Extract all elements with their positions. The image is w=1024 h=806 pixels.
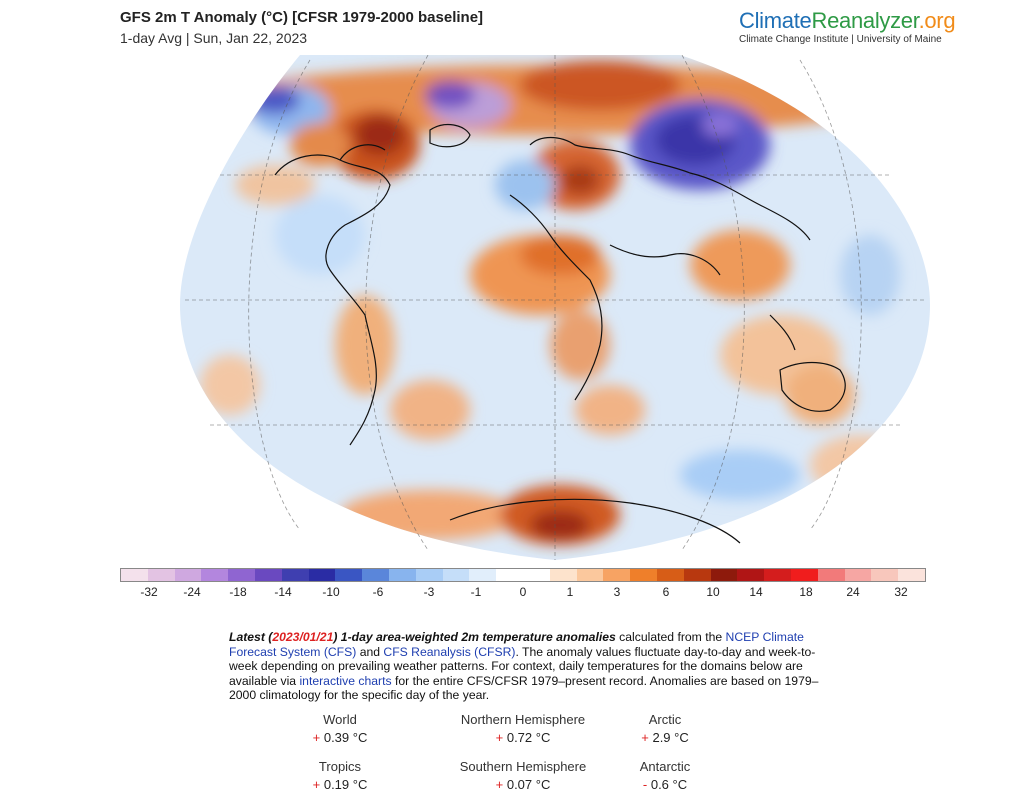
brand-tagline: Climate Change Institute | University of… — [739, 34, 942, 45]
stat-southern-hemisphere: Southern Hemisphere + 0.07 °C — [433, 759, 613, 792]
colorbar-swatch — [764, 569, 791, 581]
colorbar-swatch — [415, 569, 443, 581]
colorbar-swatch — [362, 569, 389, 581]
description-paragraph: Latest (2023/01/21) 1-day area-weighted … — [229, 630, 829, 703]
latest-prefix: Latest ( — [229, 630, 273, 644]
colorbar-tick-label: -24 — [183, 585, 201, 599]
colorbar-tick-label: 24 — [846, 585, 860, 599]
stat-label: Arctic — [648, 712, 682, 727]
stat-label: Southern Hemisphere — [459, 759, 587, 774]
colorbar-swatch — [442, 569, 470, 581]
colorbar-swatch — [898, 569, 925, 581]
colorbar-swatch — [469, 569, 497, 581]
stat-sign: + — [312, 777, 321, 792]
colorbar-swatch — [335, 569, 363, 581]
colorbar-swatch — [576, 569, 604, 581]
colorbar-swatch — [871, 569, 899, 581]
colorbar-swatch — [630, 569, 657, 581]
stat-label: Antarctic — [639, 759, 691, 774]
colorbar-tick-label: 0 — [519, 585, 527, 599]
latest-date: 2023/01/21 — [272, 630, 334, 644]
colorbar-swatch — [228, 569, 255, 581]
stat-arctic: Arctic + 2.9 °C — [575, 712, 755, 745]
stat-value: + 0.07 °C — [495, 777, 551, 792]
colorbar-tick-label: 32 — [894, 585, 908, 599]
stat-label: World — [323, 712, 357, 727]
colorbar-tick-label: 18 — [799, 585, 813, 599]
colorbar-swatch — [496, 569, 523, 581]
colorbar-tick-label: -32 — [140, 585, 158, 599]
colorbar-swatch — [308, 569, 336, 581]
stat-antarctic: Antarctic - 0.6 °C — [575, 759, 755, 792]
description-text-2: and — [356, 644, 384, 659]
stat-value: + 0.39 °C — [312, 730, 368, 745]
colorbar-swatch — [388, 569, 416, 581]
description-text-4: for the entire CFS/CFSR 1979–present rec… — [229, 673, 819, 703]
colorbar-tick-label: -14 — [274, 585, 292, 599]
link-ncep-cfs[interactable]: NCEP Climate Forecast System (CFS) — [229, 630, 804, 659]
stat-northern-hemisphere: Northern Hemisphere + 0.72 °C — [433, 712, 613, 745]
stat-sign: + — [495, 730, 504, 745]
stat-world: World + 0.39 °C — [250, 712, 430, 745]
stat-value: + 2.9 °C — [641, 730, 689, 745]
brand-part-climate: Climate — [739, 8, 812, 33]
colorbar-tick-label: -1 — [470, 585, 482, 599]
brand-part-reanalyzer: Reanalyzer — [811, 8, 919, 33]
colorbar-tick-label: 1 — [566, 585, 574, 599]
brand-part-org: .org — [918, 8, 956, 33]
colorbar-tick-label: 14 — [749, 585, 763, 599]
domain-stats: World + 0.39 °C Northern Hemisphere + 0.… — [280, 712, 800, 802]
stat-value: + 0.72 °C — [495, 730, 551, 745]
stat-value: - 0.6 °C — [642, 777, 688, 792]
stat-tropics: Tropics + 0.19 °C — [250, 759, 430, 792]
stat-sign: + — [495, 777, 504, 792]
stat-label: Northern Hemisphere — [460, 712, 586, 727]
colorbar-tick-label: 3 — [613, 585, 621, 599]
colorbar-swatch — [549, 569, 577, 581]
stat-label: Tropics — [318, 759, 362, 774]
colorbar-swatch — [683, 569, 711, 581]
colorbar-swatch — [522, 569, 550, 581]
stat-value: + 0.19 °C — [312, 777, 368, 792]
colorbar — [120, 568, 926, 582]
colorbar-swatch — [201, 569, 229, 581]
colorbar-swatch — [844, 569, 872, 581]
colorbar-swatch — [174, 569, 202, 581]
colorbar-swatch — [281, 569, 309, 581]
stat-sign: - — [642, 777, 648, 792]
colorbar-ticks: -32 -24 -18 -14 -10 -6 -3 -1 0 1 3 6 10 14 18 24 32 — [120, 585, 926, 601]
colorbar-tick-label: -10 — [322, 585, 340, 599]
brand-logo[interactable]: ClimateReanalyzer.org — [739, 8, 956, 34]
anomaly-map — [180, 55, 930, 560]
colorbar-tick-label: 10 — [706, 585, 720, 599]
map-title: GFS 2m T Anomaly (°C) [CFSR 1979-2000 ba… — [120, 9, 484, 26]
colorbar-swatch — [147, 569, 175, 581]
stat-sign: + — [641, 730, 649, 745]
stat-sign: + — [312, 730, 321, 745]
description-text-3: . The anomaly values fluctuate day-to-da… — [229, 644, 816, 688]
colorbar-swatch — [656, 569, 684, 581]
colorbar-tick-label: -18 — [229, 585, 247, 599]
colorbar-tick-label: 6 — [662, 585, 670, 599]
colorbar-tick-label: -6 — [372, 585, 384, 599]
latest-suffix: ) 1-day area-weighted 2m temperature ano… — [333, 630, 616, 644]
colorbar-tick-label: -3 — [423, 585, 435, 599]
latest-heading: Latest (2023/01/21) 1-day area-weighted … — [229, 630, 616, 644]
description-text-1: calculated from the — [615, 630, 726, 644]
link-cfsr[interactable]: CFS Reanalysis (CFSR) — [383, 644, 516, 659]
map-subtitle: 1-day Avg | Sun, Jan 22, 2023 — [120, 30, 308, 46]
colorbar-swatch — [790, 569, 818, 581]
colorbar-swatch — [121, 569, 148, 581]
colorbar-swatch — [817, 569, 845, 581]
colorbar-swatch — [254, 569, 282, 581]
link-interactive-charts[interactable]: interactive charts — [299, 673, 392, 688]
colorbar-swatch — [710, 569, 738, 581]
colorbar-swatch — [603, 569, 631, 581]
colorbar-swatch — [737, 569, 765, 581]
